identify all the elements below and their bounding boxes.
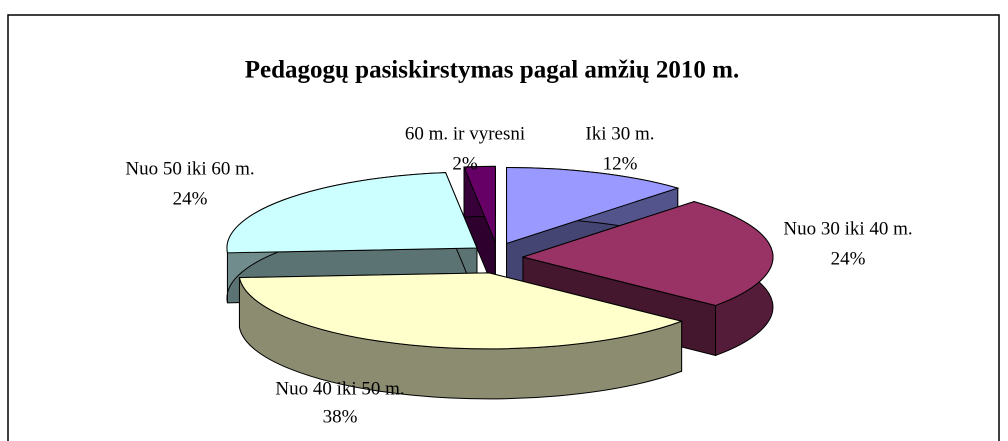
slice-top <box>506 166 680 245</box>
slice-label: 60 m. ir vyresni <box>405 123 525 144</box>
slice-value-label: 2% <box>452 153 478 174</box>
slice-label: Nuo 40 iki 50 m. <box>275 378 404 399</box>
slice-top <box>226 172 478 254</box>
slice-value-label: 24% <box>831 248 866 269</box>
slice-label: Nuo 30 iki 40 m. <box>783 218 912 239</box>
pie-slice <box>463 165 496 293</box>
slice-value-label: 38% <box>323 406 358 427</box>
slice-label: Nuo 50 iki 60 m. <box>125 158 254 179</box>
slice-top <box>238 272 684 350</box>
slice-top <box>463 165 496 243</box>
slice-top <box>521 201 774 306</box>
chart-title: Pedagogų pasiskirstymas pagal amžių 2010… <box>245 57 739 84</box>
slice-label: Iki 30 m. <box>585 123 654 144</box>
slice-value-label: 24% <box>173 188 208 209</box>
slice-value-label: 12% <box>603 153 638 174</box>
pie-slice <box>238 272 684 400</box>
